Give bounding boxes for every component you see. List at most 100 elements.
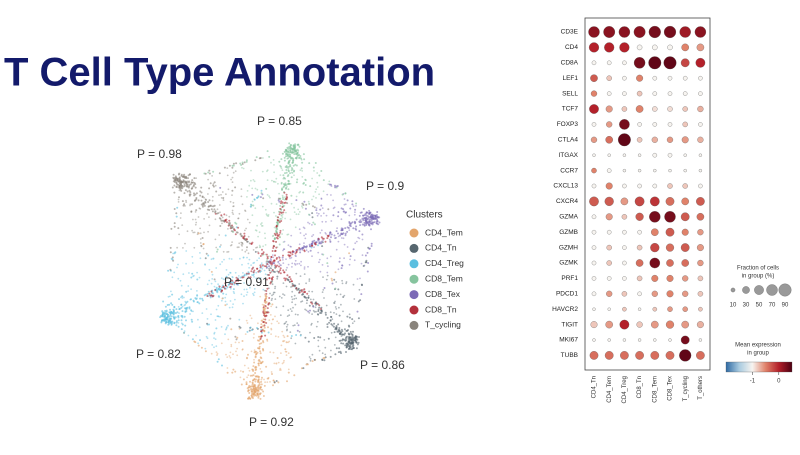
cell-point bbox=[215, 267, 218, 269]
cell-point bbox=[282, 249, 284, 252]
dot bbox=[620, 197, 629, 206]
cell-point bbox=[276, 237, 279, 240]
cell-point bbox=[351, 318, 354, 321]
cell-point bbox=[225, 353, 227, 356]
dot bbox=[698, 183, 703, 189]
cell-point bbox=[208, 268, 211, 271]
cell-point bbox=[310, 244, 313, 247]
cell-point bbox=[175, 321, 178, 324]
cell-point bbox=[267, 215, 270, 218]
cell-point bbox=[355, 218, 358, 221]
cell-point bbox=[250, 390, 253, 393]
cell-point bbox=[273, 262, 276, 265]
p-value-label: P = 0.82 bbox=[136, 347, 181, 361]
cell-point bbox=[370, 228, 372, 231]
cell-point bbox=[248, 242, 251, 245]
cell-point bbox=[241, 263, 243, 266]
cell-point bbox=[271, 283, 274, 286]
cell-point bbox=[360, 220, 363, 223]
dot bbox=[621, 214, 628, 220]
cell-point bbox=[247, 262, 250, 265]
cell-point bbox=[172, 308, 175, 311]
dot bbox=[666, 274, 674, 282]
cell-point bbox=[311, 240, 314, 243]
cell-point bbox=[206, 322, 209, 325]
dot bbox=[636, 90, 643, 97]
cell-point bbox=[236, 246, 239, 249]
cell-point bbox=[358, 237, 361, 240]
cell-point bbox=[312, 309, 315, 312]
cell-point bbox=[280, 344, 283, 347]
cell-point bbox=[243, 364, 246, 367]
cell-point bbox=[333, 322, 336, 325]
cell-point bbox=[278, 256, 281, 259]
dot bbox=[653, 168, 657, 173]
cell-point bbox=[287, 180, 290, 183]
cell-point bbox=[194, 297, 197, 300]
cell-point bbox=[173, 225, 176, 228]
dot bbox=[679, 26, 691, 38]
cell-point bbox=[288, 155, 291, 158]
cell-point bbox=[260, 370, 263, 373]
dot bbox=[606, 244, 612, 251]
cell-point bbox=[282, 305, 285, 308]
cell-point bbox=[165, 310, 168, 313]
cell-point bbox=[257, 252, 260, 255]
cell-point bbox=[340, 218, 343, 221]
dot bbox=[590, 321, 598, 329]
cell-point bbox=[269, 381, 271, 383]
dot bbox=[617, 133, 631, 147]
cell-point bbox=[310, 246, 313, 249]
dot bbox=[652, 75, 658, 81]
cell-point bbox=[264, 318, 267, 321]
legend-marker bbox=[409, 228, 419, 238]
cell-point bbox=[215, 351, 218, 353]
cell-point bbox=[273, 211, 275, 214]
dot bbox=[683, 168, 687, 173]
cell-point bbox=[270, 371, 273, 373]
dot bbox=[682, 75, 688, 81]
cell-point bbox=[205, 252, 208, 255]
cell-point bbox=[295, 164, 298, 167]
cell-point bbox=[293, 324, 296, 327]
cell-point bbox=[291, 253, 294, 256]
cell-point bbox=[190, 181, 193, 184]
cell-point bbox=[295, 334, 298, 336]
cell-point bbox=[266, 259, 269, 261]
cell-point bbox=[234, 370, 237, 373]
cell-point bbox=[169, 268, 172, 271]
dot bbox=[607, 153, 611, 157]
cell-point bbox=[304, 336, 307, 339]
cell-point bbox=[240, 235, 243, 237]
cell-point bbox=[217, 295, 220, 298]
cell-point bbox=[320, 170, 323, 172]
cell-point bbox=[312, 205, 314, 208]
cell-point bbox=[229, 200, 232, 203]
dot bbox=[589, 196, 599, 207]
cell-point bbox=[301, 161, 304, 164]
cell-point bbox=[262, 307, 265, 310]
cell-point bbox=[245, 227, 248, 230]
cell-point bbox=[250, 179, 252, 182]
cell-point bbox=[258, 246, 261, 249]
dot bbox=[619, 319, 630, 330]
dot bbox=[696, 213, 705, 221]
cell-point bbox=[300, 264, 302, 267]
dot bbox=[590, 136, 598, 143]
cell-point bbox=[217, 358, 220, 361]
cell-point bbox=[261, 170, 264, 173]
gene-label: CD4 bbox=[565, 44, 578, 51]
cell-point bbox=[225, 287, 228, 290]
cell-point bbox=[287, 182, 290, 185]
cell-point bbox=[353, 298, 356, 300]
cell-point bbox=[368, 220, 371, 223]
cell-point bbox=[255, 378, 257, 381]
cell-point bbox=[252, 374, 255, 377]
cell-point bbox=[318, 306, 321, 309]
cell-point bbox=[311, 302, 314, 305]
cell-point bbox=[259, 277, 262, 279]
dot bbox=[589, 104, 599, 114]
cell-point bbox=[299, 155, 302, 157]
cell-point bbox=[311, 255, 313, 258]
cell-point bbox=[289, 356, 292, 359]
